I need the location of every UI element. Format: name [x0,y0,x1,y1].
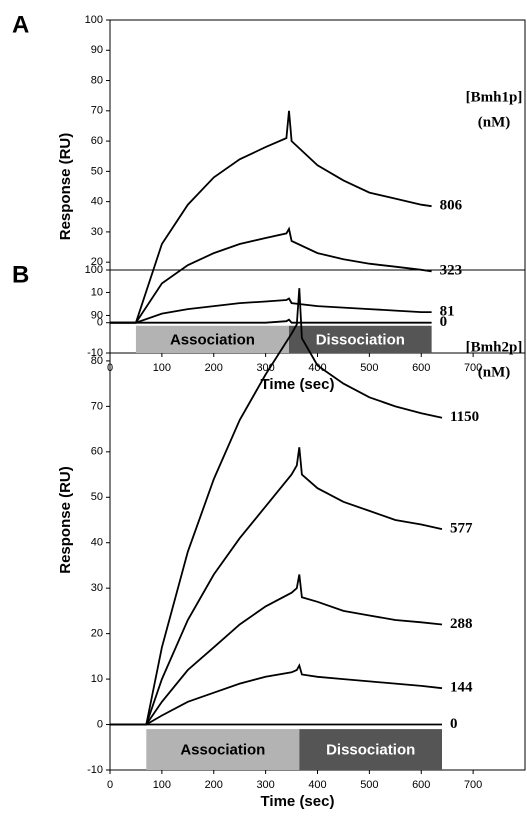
y-tick-label: 10 [91,673,103,685]
phase-label: Association [170,331,255,348]
x-tick-label: 0 [107,779,113,791]
phase-label: Association [180,742,265,759]
y-tick-label: 90 [91,309,103,321]
legend-title: [Bmh2p] [466,339,523,355]
x-axis-title: Time (sec) [261,376,335,393]
series-line [110,318,432,324]
y-axis-title: Response (RU) [57,466,74,574]
series-label: 144 [450,680,473,696]
phase-label: Dissociation [316,331,405,348]
series-line [110,663,443,726]
series-label: 0 [440,314,448,330]
x-tick-label: 300 [256,362,274,374]
series-line [110,288,443,726]
series-line [110,297,432,324]
series-line [110,574,443,726]
y-tick-label: 80 [91,74,103,86]
y-tick-label: 20 [91,256,103,268]
y-tick-label: 0 [97,718,103,730]
y-tick-label: 60 [91,135,103,147]
series-label: 1150 [450,409,479,425]
y-tick-label: -10 [87,764,103,776]
y-tick-label: 70 [91,400,103,412]
panel-label: B [12,261,29,288]
series-label: 288 [450,616,473,632]
y-tick-label: 80 [91,355,103,367]
series-line [110,110,432,324]
series-label: 81 [440,304,455,320]
y-tick-label: 20 [91,628,103,640]
phase-bar [288,325,432,353]
phase-bar [135,325,289,353]
x-tick-label: 600 [412,779,430,791]
legend-title: (nM) [478,114,511,130]
series-label: 806 [440,198,463,214]
y-tick-label: 50 [91,165,103,177]
x-axis-title: Time (sec) [261,793,335,810]
y-tick-label: 100 [85,14,103,26]
series-label: 0 [450,716,458,732]
x-tick-label: 100 [153,779,171,791]
y-tick-label: 100 [85,264,103,276]
x-tick-label: 300 [256,779,274,791]
y-tick-label: 10 [91,286,103,298]
series-line [110,447,443,726]
panel-label: A [12,11,29,38]
y-tick-label: 40 [91,196,103,208]
x-tick-label: 600 [412,362,430,374]
y-tick-label: 50 [91,491,103,503]
x-tick-label: 700 [464,362,482,374]
x-tick-label: 700 [464,779,482,791]
y-tick-label: -10 [87,347,103,359]
phase-bar [146,729,300,770]
y-tick-label: 70 [91,105,103,117]
legend-title: (nM) [478,364,511,380]
y-tick-label: 60 [91,446,103,458]
x-tick-label: 400 [308,362,326,374]
series-label: 323 [440,263,463,279]
legend-title: [Bmh1p] [466,89,523,105]
y-axis-title: Response (RU) [57,133,74,241]
y-tick-label: 30 [91,226,103,238]
x-tick-label: 200 [205,362,223,374]
y-tick-label: 40 [91,537,103,549]
x-tick-label: 200 [205,779,223,791]
y-tick-label: 90 [91,44,103,56]
series-line [110,226,432,324]
x-tick-label: 400 [308,779,326,791]
phase-label: Dissociation [326,742,415,759]
x-tick-label: 500 [360,779,378,791]
plot-frame [109,19,526,354]
y-tick-label: 0 [97,317,103,329]
x-tick-label: 100 [153,362,171,374]
phase-bar [299,729,442,770]
x-tick-label: 500 [360,362,378,374]
y-tick-label: 30 [91,582,103,594]
series-label: 577 [450,521,473,537]
